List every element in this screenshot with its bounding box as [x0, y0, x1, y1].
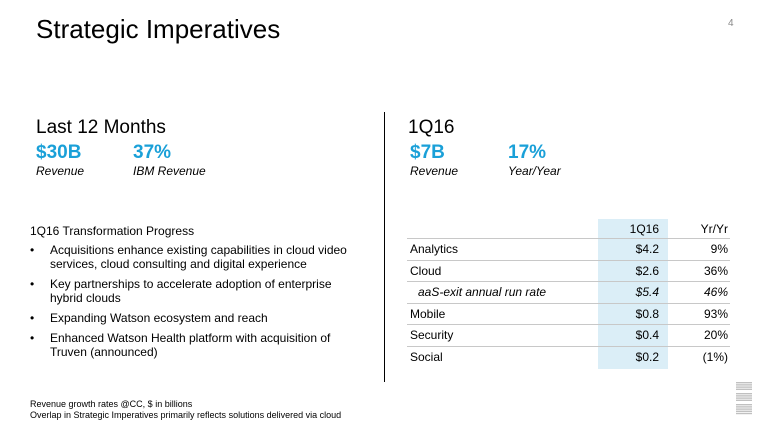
ibm-logo	[736, 382, 752, 415]
table-column-highlight	[598, 219, 668, 369]
table-cell-yy: 93%	[703, 306, 728, 321]
left-stat-ibm-value: 37%	[133, 142, 172, 163]
right-section-heading: 1Q16	[408, 117, 455, 138]
page-number: 4	[728, 18, 734, 29]
table-cell-value: $4.2	[635, 242, 659, 257]
table-row: aaS-exit annual run rate $5.4 46%	[407, 282, 730, 304]
table-cell-label: Cloud	[410, 263, 442, 278]
table-cell-yy: 9%	[710, 242, 728, 257]
table-cell-label: Analytics	[410, 242, 459, 257]
table-cell-yy: (1%)	[702, 350, 728, 365]
table-cell-value: $0.8	[635, 306, 659, 321]
table-cell-yy: 36%	[703, 263, 728, 278]
list-item: Enhanced Watson Health platform with acq…	[30, 331, 350, 359]
table-header-row: 1Q16 Yr/Yr	[407, 219, 730, 239]
table-header-cell: Yr/Yr	[700, 221, 728, 236]
table-row: Security $0.4 20%	[407, 325, 730, 347]
table-cell-label: Social	[410, 350, 443, 365]
footnote-growth-rates: Revenue growth rates @CC, $ in billions	[30, 399, 193, 409]
table-cell-label: Security	[410, 328, 454, 343]
page-title: Strategic Imperatives	[36, 14, 281, 44]
table-row: Social $0.2 (1%)	[407, 347, 730, 369]
table-cell-label: aaS-exit annual run rate	[418, 285, 547, 300]
left-stat-revenue-value: $30B	[36, 142, 82, 163]
table-cell-value: $0.2	[635, 350, 659, 365]
right-stat-revenue-label: Revenue	[410, 164, 459, 178]
list-item: Expanding Watson ecosystem and reach	[30, 311, 350, 325]
progress-title: 1Q16 Transformation Progress	[30, 224, 195, 238]
table-cell-value: $5.4	[635, 285, 659, 300]
list-item: Key partnerships to accelerate adoption …	[30, 277, 350, 305]
table-header-cell: 1Q16	[629, 221, 659, 236]
left-stat-ibm-label: IBM Revenue	[133, 164, 206, 178]
table-cell-yy: 20%	[703, 328, 728, 343]
progress-list: Acquisitions enhance existing capabiliti…	[30, 243, 350, 365]
revenue-table: 1Q16 Yr/Yr Analytics $4.2 9% Cloud $2.6 …	[407, 219, 730, 369]
table-cell-yy: 46%	[703, 285, 728, 300]
footnote-overlap: Overlap in Strategic Imperatives primari…	[30, 410, 342, 420]
table-cell-label: Mobile	[410, 306, 446, 321]
table-row: Analytics $4.2 9%	[407, 239, 730, 261]
table-row: Mobile $0.8 93%	[407, 304, 730, 325]
left-section-heading: Last 12 Months	[36, 117, 166, 138]
right-stat-yy-label: Year/Year	[508, 164, 561, 178]
table-row: Cloud $2.6 36%	[407, 261, 730, 282]
table-cell-value: $2.6	[635, 263, 659, 278]
list-item: Acquisitions enhance existing capabiliti…	[30, 243, 350, 271]
right-stat-revenue-value: $7B	[410, 142, 445, 163]
table-cell-value: $0.4	[635, 328, 659, 343]
right-stat-yy-value: 17%	[508, 142, 547, 163]
section-divider	[384, 112, 385, 382]
left-stat-revenue-label: Revenue	[36, 164, 85, 178]
